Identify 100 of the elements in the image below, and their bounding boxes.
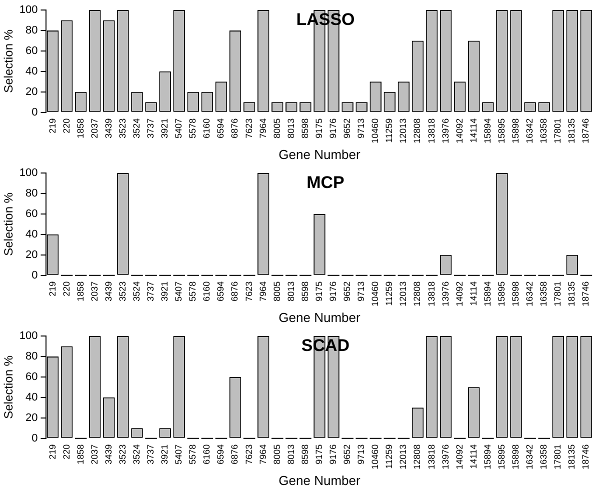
- y-tick-label: 100: [19, 4, 38, 16]
- y-tick-label: 20: [26, 412, 38, 424]
- y-tick-label: 40: [26, 65, 38, 78]
- x-tick-label: 3439: [103, 444, 114, 464]
- x-tick-label: 8013: [286, 118, 296, 138]
- x-tick-label: 9713: [356, 444, 366, 464]
- y-tick-label: 80: [26, 350, 38, 363]
- x-tick-label: 12808: [412, 118, 422, 144]
- x-tick-label: 15894: [482, 281, 492, 306]
- x-tick-label: 6160: [202, 118, 212, 138]
- y-tick-label: 0: [32, 106, 38, 118]
- x-tick-label: 15895: [496, 281, 506, 306]
- x-tick-label: 15898: [510, 444, 520, 470]
- x-tick-label: 8005: [272, 281, 282, 302]
- x-tick-label: 6876: [230, 118, 240, 138]
- x-tick-label: 5578: [188, 444, 198, 464]
- x-tick-label: 7964: [258, 281, 268, 302]
- x-tick-label: 17801: [552, 281, 563, 306]
- x-tick-label: 14092: [454, 444, 464, 470]
- x-tick-label: 16358: [538, 444, 549, 470]
- x-tick-label: 3439: [103, 281, 114, 302]
- x-tick-label: 1858: [75, 118, 86, 138]
- x-tick-label: 12808: [412, 444, 422, 470]
- x-tick-label: 13976: [440, 281, 450, 306]
- y-tick-label: 40: [26, 391, 38, 404]
- x-tick-label: 11259: [384, 444, 394, 469]
- x-tick-label: 18746: [580, 118, 591, 144]
- x-tick-label: 14092: [454, 281, 464, 306]
- x-tick-label: 3523: [117, 281, 128, 302]
- x-tick-label: 6876: [230, 444, 240, 464]
- y-axis-title: Selection %: [2, 29, 16, 93]
- x-tick-label: 17801: [552, 118, 563, 144]
- x-tick-label: 16342: [524, 118, 535, 144]
- y-tick-label: 60: [26, 370, 38, 383]
- x-tick-label: 9176: [328, 118, 338, 138]
- x-tick-label: 12808: [412, 281, 422, 306]
- x-tick-label: 7964: [258, 444, 268, 464]
- x-tick-label: 8013: [286, 444, 296, 464]
- x-tick-label: 15894: [482, 118, 492, 144]
- x-tick-label: 5578: [188, 118, 198, 138]
- x-tick-label: 220: [61, 281, 72, 296]
- x-tick-label: 1858: [75, 444, 86, 464]
- x-tick-label: 13818: [426, 444, 436, 470]
- x-tick-label: 15894: [482, 444, 492, 470]
- x-tick-label: 9713: [356, 118, 366, 138]
- x-tick-label: 5407: [174, 118, 184, 138]
- x-tick-label: 8598: [300, 444, 310, 464]
- x-tick-label: 9713: [356, 281, 366, 302]
- x-tick-label: 18135: [566, 281, 577, 306]
- x-tick-label: 219: [47, 444, 58, 460]
- x-tick-label: 8598: [300, 281, 310, 302]
- y-axis-title: Selection %: [2, 355, 16, 419]
- x-tick-label: 11259: [384, 118, 394, 143]
- x-tick-label: 14114: [468, 118, 478, 143]
- x-tick-label: 6594: [216, 118, 226, 138]
- x-tick-label: 2037: [89, 281, 100, 302]
- x-tick-label: 3737: [146, 118, 156, 138]
- x-tick-label: 9652: [342, 444, 352, 464]
- x-tick-label: 219: [47, 118, 58, 134]
- x-tick-label: 5578: [188, 281, 198, 302]
- x-tick-label: 3737: [146, 281, 156, 302]
- x-tick-label: 18746: [580, 281, 591, 306]
- y-tick-label: 0: [32, 269, 38, 282]
- x-tick-label: 3921: [160, 444, 170, 464]
- x-tick-label: 13976: [440, 118, 450, 144]
- x-tick-label: 9176: [328, 444, 338, 464]
- x-tick-label: 9176: [328, 281, 338, 302]
- x-tick-label: 8005: [272, 118, 282, 138]
- x-tick-label: 10460: [370, 444, 380, 470]
- x-tick-label: 3524: [131, 281, 142, 302]
- x-tick-label: 220: [61, 444, 72, 460]
- x-tick-label: 16358: [538, 118, 549, 144]
- x-tick-label: 5407: [174, 281, 184, 302]
- x-tick-label: 17801: [552, 444, 563, 470]
- x-tick-label: 6160: [202, 444, 212, 464]
- x-tick-label: 15895: [496, 118, 506, 144]
- x-tick-label: 12013: [398, 118, 408, 144]
- x-tick-label: 13818: [426, 118, 436, 144]
- x-tick-label: 6594: [216, 444, 226, 464]
- x-tick-label: 3524: [131, 118, 142, 138]
- y-tick-label: 40: [26, 228, 38, 240]
- x-axis-title: Gene Number: [278, 310, 361, 325]
- y-tick-label: 20: [26, 86, 38, 98]
- y-tick-label: 0: [32, 432, 38, 444]
- x-tick-label: 9175: [314, 118, 324, 138]
- x-tick-label: 6594: [216, 281, 226, 302]
- x-axis-title: Gene Number: [278, 146, 361, 162]
- x-tick-label: 7623: [244, 281, 254, 302]
- y-axis-title: Selection %: [2, 192, 16, 256]
- x-tick-label: 3523: [117, 444, 128, 464]
- y-tick-label: 60: [26, 208, 38, 220]
- x-tick-label: 3524: [131, 444, 142, 464]
- x-tick-label: 18746: [580, 444, 591, 470]
- x-tick-label: 2037: [89, 118, 100, 138]
- y-tick-label: 20: [26, 248, 38, 261]
- x-tick-label: 15898: [510, 281, 520, 306]
- x-tick-label: 8013: [286, 281, 296, 302]
- x-tick-label: 13976: [440, 444, 450, 470]
- x-tick-label: 8598: [300, 118, 310, 138]
- x-tick-label: 16358: [538, 281, 549, 306]
